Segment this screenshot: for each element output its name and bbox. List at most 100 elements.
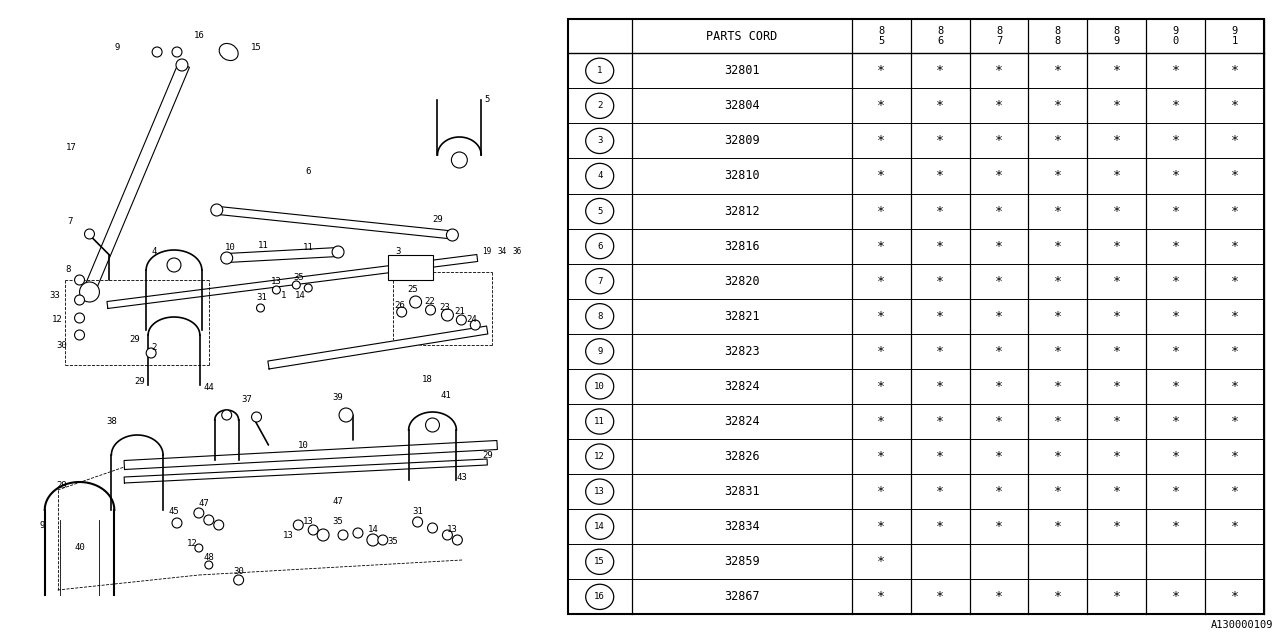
Text: 5: 5 — [485, 95, 490, 104]
Circle shape — [79, 282, 100, 302]
Text: 25: 25 — [407, 285, 419, 294]
Text: *: * — [995, 275, 1004, 288]
Text: 32859: 32859 — [724, 556, 759, 568]
Text: *: * — [877, 170, 886, 182]
Text: 29: 29 — [129, 335, 140, 344]
Text: 41: 41 — [440, 390, 451, 399]
Text: 16: 16 — [193, 31, 205, 40]
Circle shape — [74, 275, 84, 285]
Polygon shape — [227, 248, 338, 262]
Text: *: * — [936, 310, 945, 323]
Text: 40: 40 — [74, 543, 84, 552]
Text: 47: 47 — [333, 497, 343, 506]
Text: *: * — [1171, 520, 1180, 533]
Text: *: * — [995, 170, 1004, 182]
Text: *: * — [877, 520, 886, 533]
Text: *: * — [1053, 380, 1062, 393]
Text: 2: 2 — [596, 101, 603, 110]
Text: *: * — [936, 590, 945, 604]
Text: 21: 21 — [454, 307, 465, 317]
Text: 1: 1 — [596, 67, 603, 76]
Circle shape — [74, 330, 84, 340]
Text: *: * — [1171, 485, 1180, 498]
Text: 9: 9 — [115, 44, 120, 52]
Text: *: * — [1053, 275, 1062, 288]
Circle shape — [256, 304, 265, 312]
Text: *: * — [877, 556, 886, 568]
Polygon shape — [84, 63, 189, 292]
Text: *: * — [995, 134, 1004, 147]
Circle shape — [397, 307, 407, 317]
Text: *: * — [1053, 170, 1062, 182]
Text: 6: 6 — [596, 242, 603, 251]
Text: *: * — [1230, 450, 1239, 463]
Text: *: * — [1230, 415, 1239, 428]
Text: 38: 38 — [106, 417, 116, 426]
Circle shape — [332, 246, 344, 258]
Text: *: * — [1053, 485, 1062, 498]
Text: 29: 29 — [433, 216, 443, 225]
Text: 8: 8 — [65, 266, 70, 275]
Text: 9
0: 9 0 — [1172, 26, 1179, 46]
Text: *: * — [1230, 170, 1239, 182]
Circle shape — [442, 309, 453, 321]
Text: *: * — [1171, 310, 1180, 323]
Text: *: * — [1171, 239, 1180, 253]
Text: 24: 24 — [466, 316, 476, 324]
Circle shape — [457, 315, 466, 325]
Text: 19: 19 — [483, 248, 492, 257]
Text: 32801: 32801 — [724, 64, 759, 77]
Text: *: * — [1053, 205, 1062, 218]
Text: *: * — [877, 99, 886, 113]
Text: *: * — [995, 310, 1004, 323]
Text: 1: 1 — [280, 291, 285, 301]
Text: 22: 22 — [424, 298, 435, 307]
Text: 45: 45 — [169, 508, 179, 516]
Text: *: * — [936, 450, 945, 463]
Text: *: * — [995, 99, 1004, 113]
Text: *: * — [1112, 170, 1121, 182]
Text: 36: 36 — [512, 248, 522, 257]
Text: *: * — [877, 380, 886, 393]
Text: *: * — [1112, 239, 1121, 253]
Text: *: * — [1112, 380, 1121, 393]
Text: 8
7: 8 7 — [996, 26, 1002, 46]
Circle shape — [146, 348, 156, 358]
Circle shape — [339, 408, 353, 422]
Text: 29: 29 — [56, 481, 67, 490]
Text: *: * — [1112, 485, 1121, 498]
Text: 37: 37 — [241, 396, 252, 404]
Bar — [388, 255, 433, 280]
Text: *: * — [995, 520, 1004, 533]
Text: 3: 3 — [396, 248, 401, 257]
Text: *: * — [1053, 64, 1062, 77]
Polygon shape — [214, 206, 453, 239]
Text: 35: 35 — [293, 273, 303, 282]
Text: *: * — [936, 520, 945, 533]
Text: 9
1: 9 1 — [1231, 26, 1238, 46]
Polygon shape — [108, 255, 477, 308]
Text: *: * — [1112, 134, 1121, 147]
Circle shape — [378, 535, 388, 545]
Circle shape — [175, 59, 188, 71]
Text: *: * — [995, 415, 1004, 428]
Text: *: * — [1053, 239, 1062, 253]
Text: *: * — [936, 380, 945, 393]
Text: 14: 14 — [594, 522, 605, 531]
Text: 4: 4 — [596, 172, 603, 180]
Text: *: * — [1171, 170, 1180, 182]
Text: 29: 29 — [134, 378, 145, 387]
Text: 39: 39 — [333, 394, 343, 403]
Circle shape — [84, 229, 95, 239]
Text: *: * — [995, 239, 1004, 253]
Text: *: * — [1053, 99, 1062, 113]
Circle shape — [425, 305, 435, 315]
Text: 10: 10 — [225, 243, 236, 253]
Text: *: * — [1171, 380, 1180, 393]
Text: 14: 14 — [294, 291, 306, 300]
Text: 13: 13 — [303, 518, 314, 527]
Text: 30: 30 — [233, 568, 244, 577]
Text: 18: 18 — [422, 376, 433, 385]
Text: *: * — [1230, 520, 1239, 533]
Text: *: * — [877, 415, 886, 428]
